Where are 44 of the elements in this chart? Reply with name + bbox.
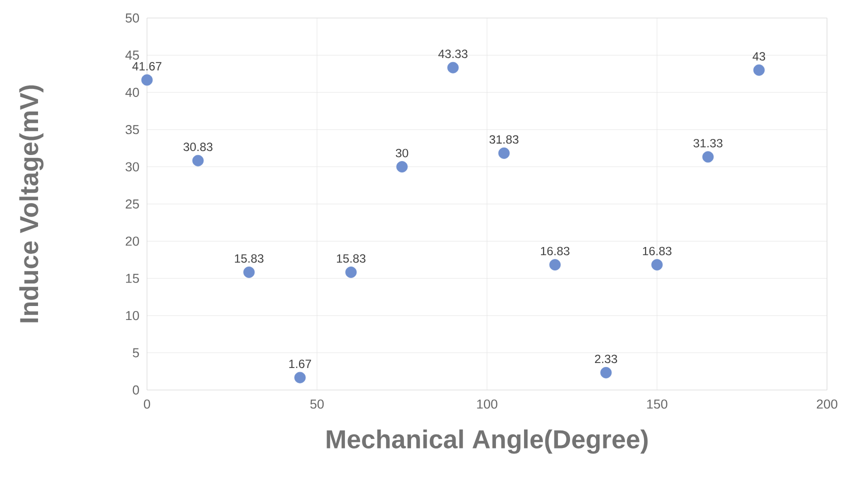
point — [192, 154, 204, 166]
data-label: 2.33 — [594, 354, 618, 364]
y-tick-label: 5 — [132, 348, 139, 358]
data-label: 43.33 — [438, 50, 468, 58]
x-tick-label: 200 — [816, 399, 838, 409]
data-label: 31.83 — [490, 135, 518, 144]
x-tick-label: 50 — [310, 399, 324, 409]
y-tick-label: 40 — [125, 88, 139, 97]
y-tick-label: 35 — [126, 125, 139, 134]
point — [447, 62, 459, 74]
point — [549, 259, 561, 270]
point — [600, 366, 612, 378]
data-label: 15.83 — [336, 254, 366, 263]
y-tick-label: 50 — [126, 13, 139, 23]
data-label: 41.67 — [132, 62, 162, 70]
point — [702, 151, 714, 163]
x-tick-label: 0 — [144, 399, 150, 409]
point — [141, 74, 153, 86]
y-tick-label: 20 — [126, 236, 139, 246]
data-label: 15.83 — [234, 254, 264, 263]
y-tick-label: 30 — [126, 162, 139, 172]
x-axis-title: Mechanical Angle(Degree) — [326, 429, 648, 454]
point — [753, 64, 765, 76]
data-label: 16.83 — [540, 246, 570, 256]
point — [243, 266, 255, 278]
data-label: 1.67 — [289, 360, 312, 368]
y-tick-label: 10 — [126, 311, 139, 320]
y-tick-label: 45 — [125, 50, 139, 60]
x-tick-label: 150 — [647, 399, 668, 409]
point — [396, 161, 408, 172]
y-tick-label: 15 — [126, 274, 139, 283]
data-label: 30 — [396, 148, 408, 158]
point — [294, 372, 306, 384]
y-tick-label: 0 — [132, 385, 139, 395]
data-label: 31.33 — [694, 138, 722, 148]
x-tick-label: 100 — [477, 399, 498, 409]
y-axis-title: Induce Voltage(mV) — [19, 85, 44, 322]
point — [498, 147, 510, 159]
point — [345, 266, 357, 278]
data-label: 43 — [752, 52, 766, 61]
y-tick-label: 25 — [126, 199, 139, 209]
data-label: 16.83 — [642, 246, 672, 256]
data-label: 30.83 — [183, 142, 212, 152]
point — [651, 259, 663, 270]
